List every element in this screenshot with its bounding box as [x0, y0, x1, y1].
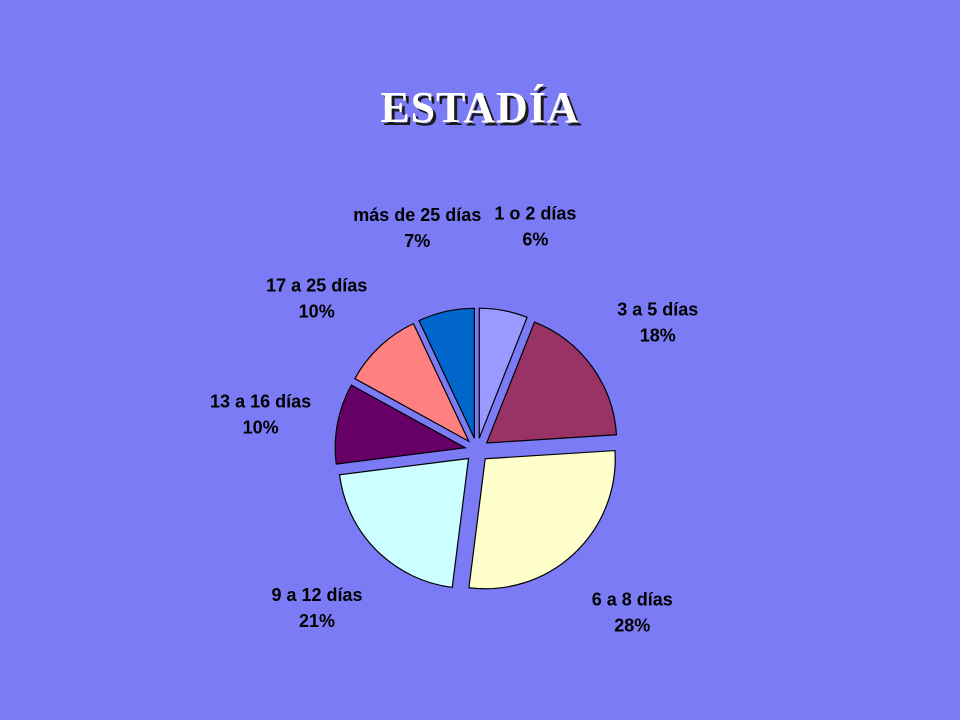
pie-label-3: 6 a 8 días 28%	[592, 589, 673, 635]
pie-label-7: más de 25 días 7%	[353, 205, 481, 251]
pie-label-percent: 10%	[299, 302, 335, 322]
pie-slice-5	[334, 384, 468, 465]
pie-slice-7	[418, 307, 475, 439]
pie-label-percent: 6%	[522, 230, 548, 250]
pie-slice-2	[485, 321, 618, 444]
pie-label-5: 13 a 16 días 10%	[210, 392, 311, 438]
pie-label-category: 1 o 2 días	[494, 204, 576, 224]
pie-label-percent: 18%	[640, 326, 676, 346]
slide-title: ESTADÍA	[380, 83, 580, 132]
pie-slice-4	[338, 457, 470, 589]
pie-label-4: 9 a 12 días 21%	[271, 585, 362, 631]
pie-slices	[334, 307, 618, 590]
pie-label-category: 9 a 12 días	[271, 585, 362, 605]
pie-slice-3	[468, 449, 616, 590]
pie-slice-6	[354, 322, 471, 443]
pie-labels: 1 o 2 días 6% 3 a 5 días 18% 6 a 8 días 28% 9 …	[210, 204, 698, 636]
pie-label-category: 17 a 25 días	[266, 276, 367, 296]
pie-label-1: 1 o 2 días 6%	[494, 204, 576, 250]
pie-label-percent: 7%	[404, 231, 430, 251]
pie-label-2: 3 a 5 días 18%	[617, 300, 698, 346]
pie-label-category: 6 a 8 días	[592, 589, 673, 609]
pie-label-category: 13 a 16 días	[210, 392, 311, 412]
pie-slice-1	[478, 307, 528, 439]
pie-label-percent: 28%	[614, 615, 650, 635]
pie-label-category: más de 25 días	[353, 205, 481, 225]
pie-label-category: 3 a 5 días	[617, 300, 698, 320]
pie-label-percent: 10%	[243, 418, 279, 438]
pie-label-percent: 21%	[299, 611, 335, 631]
pie-label-6: 17 a 25 días 10%	[266, 276, 367, 322]
